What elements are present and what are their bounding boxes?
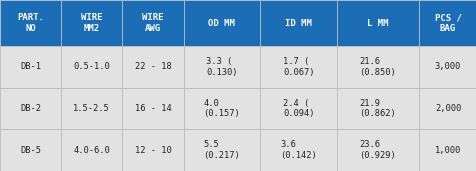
Bar bbox=[418, 0, 476, 46]
Text: 0.5-1.0: 0.5-1.0 bbox=[73, 62, 110, 71]
Text: 1.5-2.5: 1.5-2.5 bbox=[73, 104, 110, 113]
Text: 16 - 14: 16 - 14 bbox=[134, 104, 171, 113]
Bar bbox=[122, 88, 183, 129]
Text: 23.6
(0.929): 23.6 (0.929) bbox=[359, 140, 396, 160]
Text: PART.
NO: PART. NO bbox=[17, 13, 44, 33]
Text: 3.6
(0.142): 3.6 (0.142) bbox=[280, 140, 317, 160]
Bar bbox=[337, 46, 418, 88]
Text: 3,000: 3,000 bbox=[434, 62, 460, 71]
Bar bbox=[337, 0, 418, 46]
Bar bbox=[0, 129, 61, 171]
Bar bbox=[61, 88, 122, 129]
Text: 5.5
(0.217): 5.5 (0.217) bbox=[203, 140, 240, 160]
Bar bbox=[337, 88, 418, 129]
Bar bbox=[418, 129, 476, 171]
Text: DB-1: DB-1 bbox=[20, 62, 41, 71]
Text: OD MM: OD MM bbox=[208, 19, 235, 28]
Text: 3.3 (
0.130): 3.3 ( 0.130) bbox=[206, 57, 237, 77]
Text: 2,000: 2,000 bbox=[434, 104, 460, 113]
Text: DB-2: DB-2 bbox=[20, 104, 41, 113]
Text: DB-5: DB-5 bbox=[20, 146, 41, 155]
Text: 1,000: 1,000 bbox=[434, 146, 460, 155]
Text: 1.7 (
0.067): 1.7 ( 0.067) bbox=[282, 57, 314, 77]
Text: 21.9
(0.862): 21.9 (0.862) bbox=[359, 99, 396, 119]
Bar bbox=[260, 0, 337, 46]
Bar bbox=[418, 46, 476, 88]
Bar bbox=[61, 46, 122, 88]
Text: 2.4 (
0.094): 2.4 ( 0.094) bbox=[282, 99, 314, 119]
Bar bbox=[0, 88, 61, 129]
Bar bbox=[260, 88, 337, 129]
Bar bbox=[260, 46, 337, 88]
Bar bbox=[122, 129, 183, 171]
Bar bbox=[183, 88, 260, 129]
Text: WIRE
AWG: WIRE AWG bbox=[142, 13, 163, 33]
Bar bbox=[183, 46, 260, 88]
Text: PCS /
BAG: PCS / BAG bbox=[434, 13, 460, 33]
Text: 4.0-6.0: 4.0-6.0 bbox=[73, 146, 110, 155]
Text: 12 - 10: 12 - 10 bbox=[134, 146, 171, 155]
Bar bbox=[0, 0, 61, 46]
Bar bbox=[260, 129, 337, 171]
Text: WIRE
MM2: WIRE MM2 bbox=[81, 13, 102, 33]
Bar bbox=[183, 129, 260, 171]
Text: 21.6
(0.850): 21.6 (0.850) bbox=[359, 57, 396, 77]
Bar bbox=[418, 88, 476, 129]
Bar bbox=[61, 0, 122, 46]
Bar bbox=[183, 0, 260, 46]
Text: 4.0
(0.157): 4.0 (0.157) bbox=[203, 99, 240, 119]
Bar bbox=[0, 46, 61, 88]
Bar bbox=[122, 46, 183, 88]
Text: ID MM: ID MM bbox=[285, 19, 311, 28]
Bar bbox=[337, 129, 418, 171]
Text: 22 - 18: 22 - 18 bbox=[134, 62, 171, 71]
Bar bbox=[61, 129, 122, 171]
Text: L MM: L MM bbox=[367, 19, 388, 28]
Bar bbox=[122, 0, 183, 46]
